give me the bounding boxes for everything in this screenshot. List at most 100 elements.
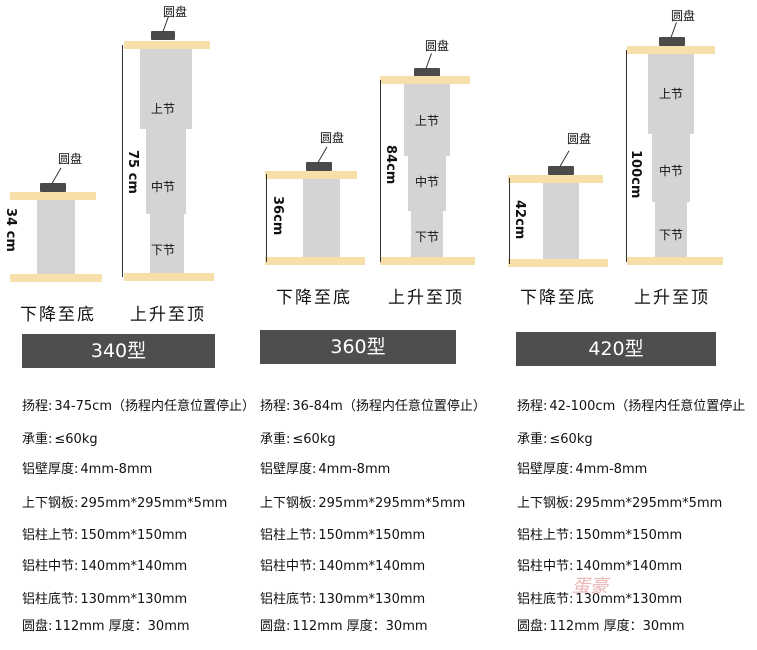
disc-label: 圆盘 [425, 39, 450, 53]
state-label-up: 上升至顶 [388, 288, 464, 308]
spec-label: 铝柱底节: [22, 592, 79, 607]
spec-label: 铝柱底节: [517, 592, 574, 607]
spec-label: 铝壁厚度: [260, 462, 317, 477]
spec-row: 上下钢板: 295mm*295mm*5mm [260, 492, 465, 511]
segment-label-upper: 上节 [659, 87, 684, 101]
bottom-plate [508, 259, 608, 267]
height-label-down: 34 cm [3, 208, 18, 252]
top-plate [10, 192, 96, 200]
bottom-plate [265, 257, 365, 265]
spec-value: 295mm*295mm*5mm [318, 496, 466, 511]
disc-label: 圆盘 [163, 5, 188, 19]
spec-row: 扬程: 36-84m（扬程内任意位置停止） [260, 395, 486, 414]
spec-label: 承重: [517, 432, 548, 447]
spec-row: 铝柱底节: 130mm*130mm [22, 588, 187, 607]
height-label-up: 100cm [628, 150, 643, 199]
column-lower [411, 211, 443, 257]
disc-label: 圆盘 [58, 152, 83, 166]
model-banner: 420型 [516, 332, 716, 366]
spec-row: 铝柱底节: 130mm*130mm [260, 588, 425, 607]
column-upper [648, 54, 694, 134]
spec-value: 150mm*150mm [80, 528, 188, 543]
column-middle [408, 156, 446, 211]
spec-row: 圆盘: 112mm 厚度：30mm [517, 615, 685, 634]
spec-value: 112mm 厚度：30mm [54, 619, 190, 634]
spec-row: 铝柱中节: 140mm*140mm [260, 555, 425, 574]
dimension-line [122, 45, 123, 277]
spec-row: 扬程: 34-75cm（扬程内任意位置停止） [22, 395, 255, 414]
top-plate [124, 41, 210, 49]
leader-line [670, 22, 677, 38]
bottom-plate [627, 257, 723, 265]
height-label-down: 36cm [270, 196, 285, 236]
spec-row: 铝柱中节: 140mm*140mm [22, 555, 187, 574]
column-lower [37, 200, 75, 274]
spec-row: 上下钢板: 295mm*295mm*5mm [22, 492, 227, 511]
segment-label-upper: 上节 [151, 102, 176, 116]
spec-row: 铝柱上节: 150mm*150mm [22, 524, 187, 543]
state-label-down: 下降至底 [520, 288, 596, 308]
disc [306, 162, 332, 171]
state-label-down: 下降至底 [20, 305, 96, 325]
spec-label: 上下钢板: [22, 496, 79, 511]
spec-label: 铝柱底节: [260, 592, 317, 607]
disc-label: 圆盘 [567, 132, 592, 146]
spec-row: 承重: ≤60kg [517, 428, 593, 447]
spec-value: 140mm*140mm [575, 559, 683, 574]
disc [151, 31, 175, 40]
spec-label: 圆盘: [260, 619, 291, 634]
top-plate [508, 175, 603, 183]
spec-value: 112mm 厚度：30mm [292, 619, 428, 634]
segment-label-middle: 中节 [415, 175, 440, 189]
spec-row: 铝柱上节: 150mm*150mm [260, 524, 425, 543]
spec-row: 铝柱中节: 140mm*140mm [517, 555, 682, 574]
spec-label: 圆盘: [517, 619, 548, 634]
top-plate [380, 76, 470, 84]
spec-row: 圆盘: 112mm 厚度：30mm [22, 615, 190, 634]
bottom-plate [124, 273, 214, 281]
segment-label-middle: 中节 [659, 164, 684, 178]
spec-value: 150mm*150mm [318, 528, 426, 543]
spec-row: 铝柱上节: 150mm*150mm [517, 524, 682, 543]
spec-label: 扬程: [517, 399, 548, 414]
spec-value: 130mm*130mm [318, 592, 426, 607]
leader-line [317, 146, 328, 163]
spec-row: 上下钢板: 295mm*295mm*5mm [517, 492, 722, 511]
column-upper [404, 84, 450, 156]
spec-row: 铝壁厚度: 4mm-8mm [517, 458, 647, 477]
spec-label: 承重: [260, 432, 291, 447]
segment-label-lower: 下节 [415, 230, 440, 244]
spec-label: 铝壁厚度: [517, 462, 574, 477]
disc-label: 圆盘 [320, 131, 345, 145]
spec-value: 295mm*295mm*5mm [575, 496, 723, 511]
spec-row: 承重: ≤60kg [260, 428, 336, 447]
spec-label: 圆盘: [22, 619, 53, 634]
leader-line [51, 167, 62, 184]
spec-value: 34-75cm（扬程内任意位置停止） [54, 399, 255, 414]
disc [40, 183, 66, 192]
spec-label: 扬程: [22, 399, 53, 414]
column-middle [146, 129, 186, 214]
spec-row: 承重: ≤60kg [22, 428, 98, 447]
spec-value: 36-84m（扬程内任意位置停止） [292, 399, 486, 414]
spec-value: 4mm-8mm [318, 462, 391, 477]
spec-value: 140mm*140mm [80, 559, 188, 574]
spec-label: 上下钢板: [517, 496, 574, 511]
spec-row: 铝壁厚度: 4mm-8mm [22, 458, 152, 477]
spec-label: 承重: [22, 432, 53, 447]
spec-label: 铝壁厚度: [22, 462, 79, 477]
leader-line [559, 150, 570, 167]
height-label-down: 42cm [512, 200, 527, 240]
spec-row: 扬程: 42-100cm（扬程内任意位置停止 [517, 395, 745, 414]
column-middle [652, 134, 690, 202]
spec-label: 铝柱上节: [22, 528, 79, 543]
disc [414, 68, 440, 77]
segment-label-upper: 上节 [415, 114, 440, 128]
spec-value: ≤60kg [549, 432, 593, 447]
dimension-line [380, 80, 381, 262]
spec-value: ≤60kg [54, 432, 98, 447]
bottom-plate [10, 274, 102, 282]
spec-value: 150mm*150mm [575, 528, 683, 543]
disc [548, 166, 574, 175]
spec-row: 圆盘: 112mm 厚度：30mm [260, 615, 428, 634]
